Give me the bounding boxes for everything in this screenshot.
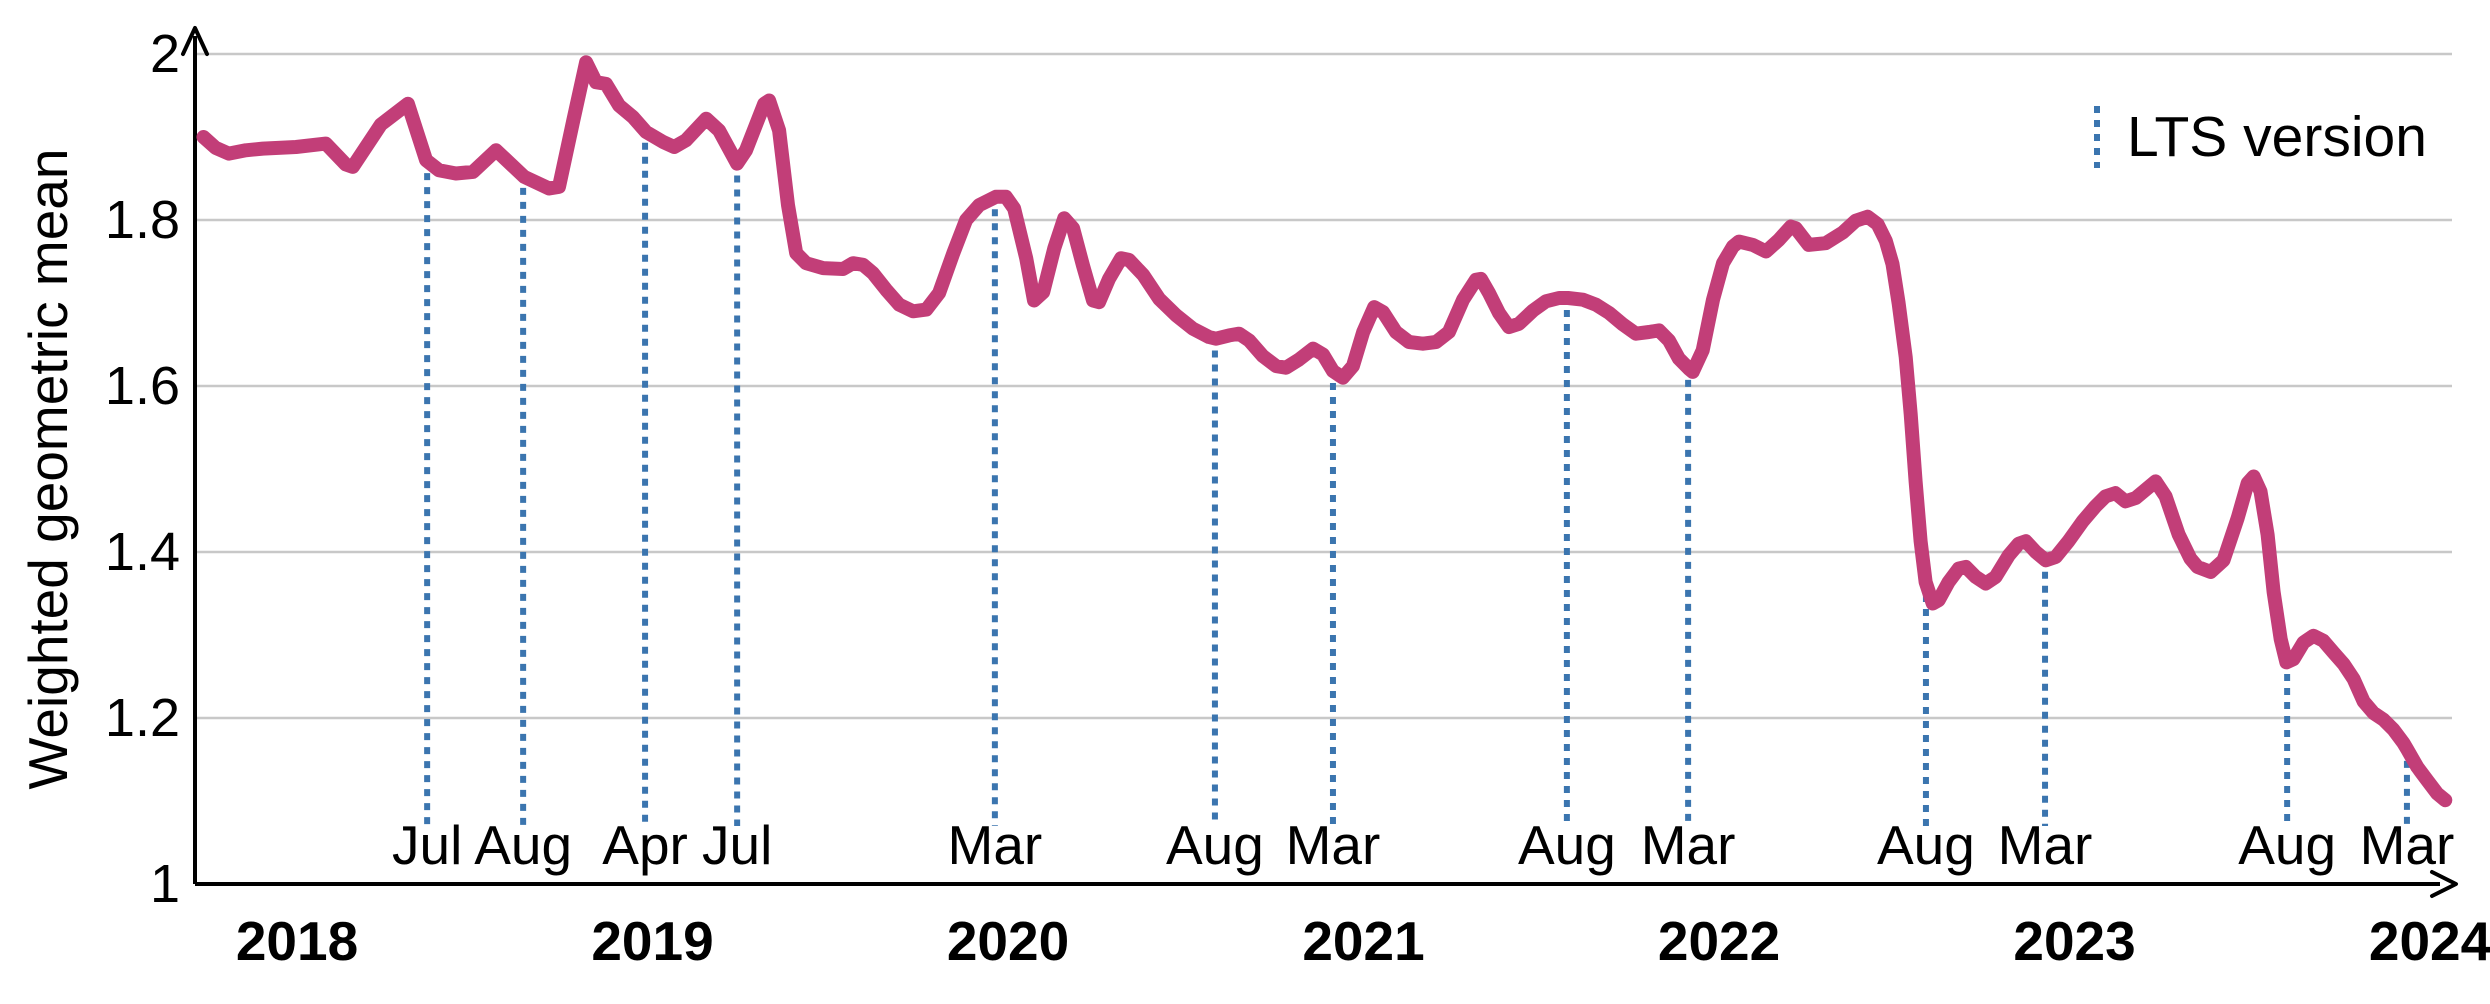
lts-label: Jul [702,814,772,876]
lts-label: Aug [1877,814,1975,876]
x-year-label: 2023 [2013,910,2135,972]
y-tick-label: 1.8 [105,190,180,250]
y-axis-title: Weighted geometric mean [17,149,79,790]
y-tick-label: 1.2 [105,688,180,748]
lts-label: Aug [1166,814,1264,876]
x-year-label: 2020 [947,910,1069,972]
x-year-label: 2022 [1658,910,1780,972]
x-year-label: 2018 [236,910,358,972]
lts-label: Mar [948,814,1043,876]
lts-label: Mar [1998,814,2093,876]
x-year-label: 2024 [2369,910,2490,972]
series-line [196,55,2453,808]
x-axis-arrow-icon [2430,870,2458,898]
lts-label: Mar [2360,814,2455,876]
lts-label: Aug [474,814,572,876]
lts-label: Jul [392,814,462,876]
lts-label: Mar [1641,814,1736,876]
lts-label: Mar [1286,814,1381,876]
lts-label: Aug [1518,814,1616,876]
y-tick-label: 1.4 [105,522,180,582]
y-tick-label: 1.6 [105,356,180,416]
lts-label: Apr [602,814,688,876]
y-tick-label: 2 [150,24,180,84]
lts-label: Aug [2238,814,2336,876]
y-axis-arrow-icon [181,26,209,56]
x-year-label: 2019 [591,910,713,972]
y-tick-label: 1 [150,854,180,914]
x-year-label: 2021 [1302,910,1424,972]
legend-label: LTS version [2127,105,2427,169]
